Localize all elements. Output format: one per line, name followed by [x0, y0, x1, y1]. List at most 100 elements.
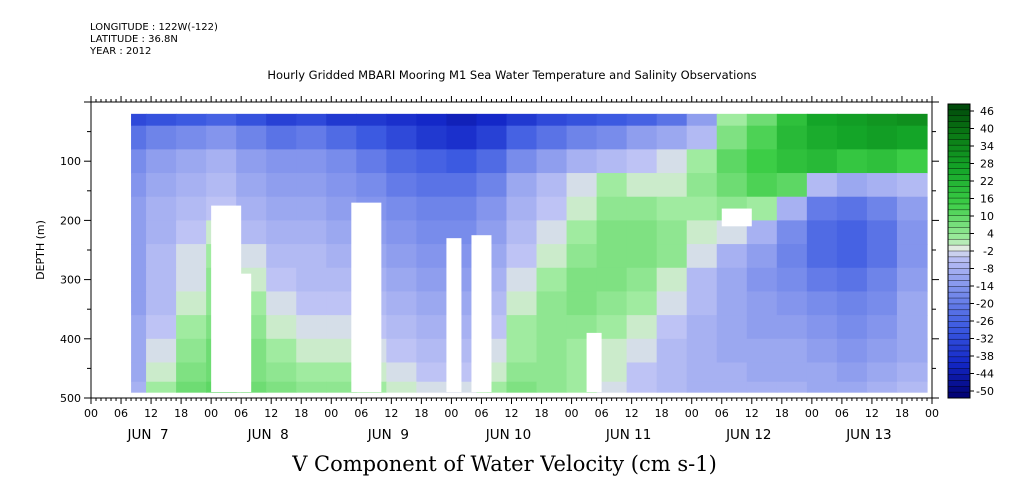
x-tick-label: 00	[565, 407, 579, 420]
heatmap-cell	[596, 381, 628, 393]
heatmap-cell	[131, 113, 147, 127]
heatmap-cell	[131, 220, 147, 245]
heatmap-cell	[236, 149, 267, 174]
heatmap-cell	[866, 338, 898, 364]
heatmap-cell	[686, 291, 718, 316]
heatmap-cell	[536, 113, 568, 127]
colorbar-label: 10	[980, 210, 994, 223]
colorbar-label: -20	[976, 298, 994, 311]
heatmap-cell	[686, 125, 718, 150]
heatmap-cell	[806, 381, 838, 393]
heatmap-cell	[476, 381, 508, 393]
colorbar-swatch	[948, 298, 970, 305]
heatmap-cell	[176, 244, 207, 269]
heatmap-cell	[356, 113, 387, 127]
y-tick-label: 100	[60, 155, 81, 168]
heatmap-cell	[536, 291, 568, 316]
heatmap-cell	[146, 220, 177, 245]
heatmap-cell	[146, 315, 177, 340]
heatmap-cell	[506, 381, 538, 393]
heatmap-cell	[566, 381, 598, 393]
colorbar-swatch	[948, 315, 970, 323]
colorbar-swatch	[948, 280, 970, 287]
heatmap-cell	[626, 220, 658, 245]
colorbar-swatch	[948, 392, 970, 399]
heatmap-cell	[896, 381, 928, 393]
colorbar-swatch	[948, 374, 970, 381]
heatmap-cell	[146, 381, 177, 393]
colorbar-label: -14	[976, 280, 994, 293]
heatmap-cell	[266, 173, 297, 198]
heatmap-cell	[596, 220, 628, 245]
heatmap-cell	[836, 196, 868, 221]
heatmap-cell	[296, 362, 327, 383]
heatmap-cell	[386, 220, 417, 245]
heatmap-cell	[416, 244, 448, 269]
heatmap-cell	[746, 315, 778, 340]
heatmap-cell	[296, 196, 327, 221]
heatmap-cell	[716, 149, 748, 174]
heatmap-cell	[716, 244, 748, 269]
heatmap-cell	[146, 267, 177, 293]
heatmap-cell	[386, 315, 417, 340]
heatmap-cell	[806, 173, 838, 198]
heatmap-cell	[866, 173, 898, 198]
x-axis: 00 06 12 18 00 06 12 18 00 06 12 18 00 06 12 18 00 06 12 18…	[84, 96, 939, 443]
heatmap-cell	[566, 244, 598, 269]
heatmap-cell	[806, 362, 838, 383]
heatmap-cell	[146, 291, 177, 316]
heatmap-cell	[626, 196, 658, 221]
heatmap-cell	[626, 338, 658, 364]
x-tick-label: 00	[84, 407, 98, 420]
colorbar-swatch	[948, 186, 970, 193]
y-tick-label: 500	[60, 392, 81, 405]
heatmap-cell	[266, 113, 297, 127]
heatmap-cell	[866, 244, 898, 269]
colorbar-label: 46	[980, 105, 994, 118]
colorbar: 46 40 34 28 22 16 10 4 -2 -8 -14 -20 -26 -32 -38 -44 -50	[947, 103, 994, 399]
heatmap-cell	[626, 381, 658, 393]
heatmap-cell	[176, 149, 207, 174]
heatmap-cell	[656, 381, 688, 393]
heatmap-cell	[716, 362, 748, 383]
heatmap-cell	[626, 244, 658, 269]
colorbar-swatch	[948, 345, 970, 352]
heatmap-cell	[266, 381, 297, 393]
heatmap-cell	[326, 381, 357, 393]
heatmap-cell	[386, 362, 417, 383]
heatmap-cell	[176, 125, 207, 150]
heatmap-cell	[656, 315, 688, 340]
heatmap-cell	[386, 196, 417, 221]
heatmap-cell	[686, 362, 718, 383]
colorbar-swatch	[948, 292, 970, 299]
heatmap-cell	[146, 125, 177, 150]
heatmap-cell	[836, 220, 868, 245]
heatmap-cell	[866, 196, 898, 221]
heatmap-cell	[416, 220, 448, 245]
heatmap-cell	[536, 381, 568, 393]
heatmap-cell	[296, 149, 327, 174]
heatmap-cell	[746, 267, 778, 293]
x-tick-label: 18	[414, 407, 428, 420]
heatmap-cell	[176, 381, 207, 393]
heatmap-cell	[836, 381, 868, 393]
heatmap-cell	[686, 267, 718, 293]
heatmap-cell	[266, 362, 297, 383]
heatmap-cell	[266, 244, 297, 269]
heatmap-cell	[866, 220, 898, 245]
heatmap-cell	[536, 149, 568, 174]
heatmap-cell	[866, 315, 898, 340]
heatmap-cell	[446, 196, 478, 221]
heatmap-cell	[416, 291, 448, 316]
heatmap-cell	[536, 244, 568, 269]
heatmap-cell	[416, 381, 448, 393]
heatmap-cell	[536, 267, 568, 293]
x-tick-label: 12	[745, 407, 759, 420]
heatmap-cell	[686, 244, 718, 269]
x-tick-label: 18	[535, 407, 549, 420]
heatmap-cell	[806, 315, 838, 340]
x-day-label: JUN 10	[485, 427, 531, 443]
heatmap-cell	[806, 291, 838, 316]
heatmap-cell	[131, 244, 147, 269]
x-tick-label: 12	[505, 407, 519, 420]
